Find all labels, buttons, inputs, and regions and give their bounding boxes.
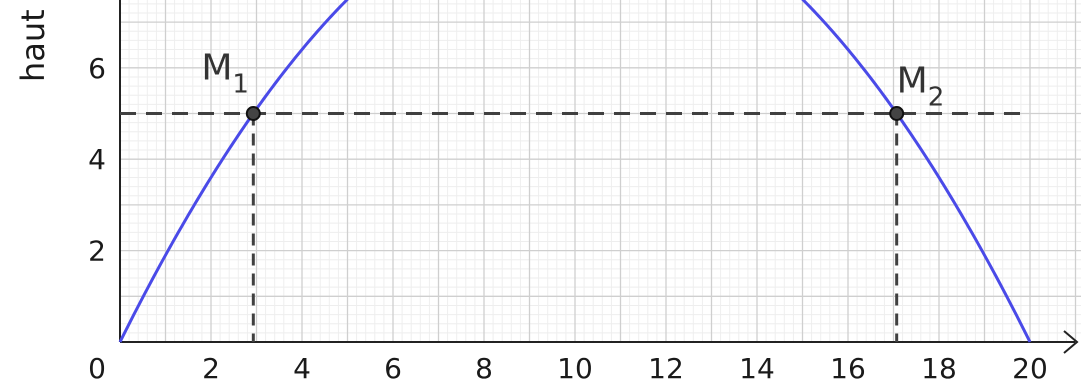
point-marker (245, 106, 261, 121)
origin-label: 0 (88, 352, 106, 385)
x-tick-label: 8 (475, 352, 493, 385)
x-tick-label: 18 (921, 352, 957, 385)
x-tick-labels: 2 4 6 8 10 12 14 16 18 20 (202, 352, 1048, 385)
x-tick-label: 6 (384, 352, 402, 385)
point-marker (889, 106, 905, 121)
points: M1 M2 (201, 48, 944, 121)
x-tick-label: 4 (293, 352, 311, 385)
y-axis-label: haut (14, 9, 52, 82)
minor-grid (120, 0, 1081, 342)
y-tick-label: 4 (88, 143, 106, 176)
x-tick-label: 14 (739, 352, 775, 385)
y-tick-label: 6 (88, 52, 106, 85)
x-tick-label: 2 (202, 352, 220, 385)
axes (119, 0, 1079, 354)
dashed-guides (120, 112, 1030, 342)
x-axis-arrow (1063, 330, 1079, 354)
x-tick-label: 12 (648, 352, 684, 385)
point-label: M2 (897, 61, 945, 113)
x-tick-label: 20 (1012, 352, 1048, 385)
point-label: M1 (201, 48, 249, 100)
y-tick-label: 2 (88, 235, 106, 268)
x-tick-label: 10 (557, 352, 593, 385)
major-grid (120, 0, 1081, 342)
y-tick-labels: 2 4 6 (88, 52, 106, 268)
x-tick-label: 16 (830, 352, 866, 385)
series-line (118, 0, 1032, 343)
